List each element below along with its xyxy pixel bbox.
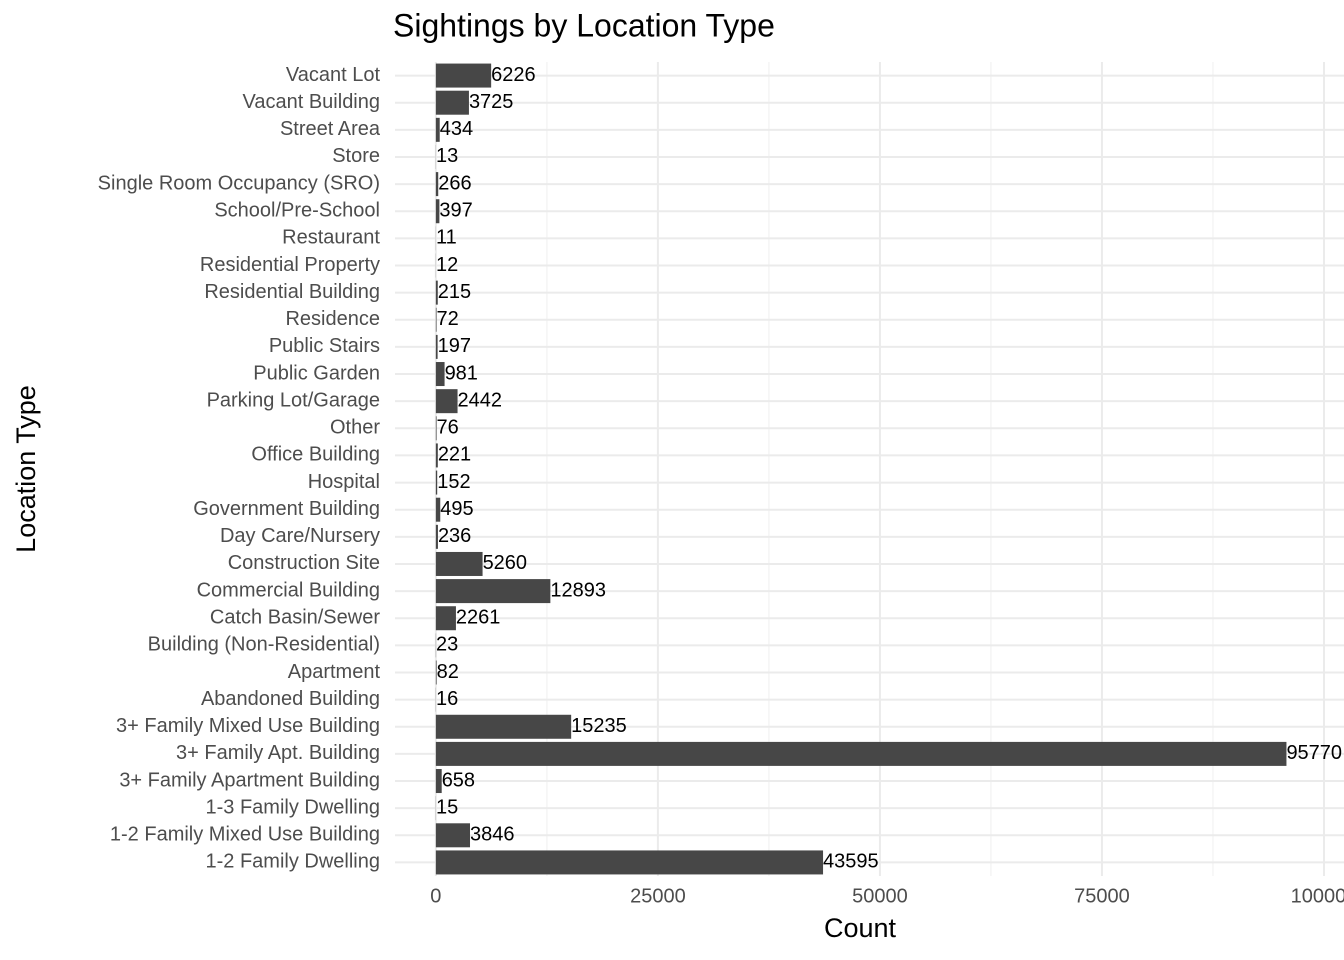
x-axis-title: Count [824,913,897,943]
bar [435,470,438,495]
bar [435,660,437,685]
bar [435,63,492,88]
y-tick-label: Commercial Building [197,579,380,601]
data-label: 434 [440,118,473,140]
data-label: 23 [436,634,458,656]
y-tick-label: Public Garden [253,362,380,384]
data-label: 152 [437,471,470,493]
bar [435,362,445,387]
data-label: 95770 [1286,742,1342,764]
data-label: 15235 [571,715,627,737]
data-label: 76 [437,417,459,439]
x-tick-label: 0 [430,885,441,907]
bar [435,90,469,115]
y-tick-label: 1-2 Family Mixed Use Building [110,824,380,846]
data-label: 658 [442,769,475,791]
data-label: 16 [436,688,458,710]
bar [435,389,458,414]
y-tick-label: Vacant Lot [286,64,381,86]
x-tick-label: 100000 [1291,885,1344,907]
bar [435,443,438,468]
y-tick-label: Hospital [308,471,380,493]
y-tick-label: Store [332,145,380,167]
y-tick-label: School/Pre-School [214,200,380,222]
data-label: 266 [438,172,471,194]
data-label: 82 [437,661,459,683]
y-tick-label: 1-3 Family Dwelling [206,796,381,818]
y-tick-label: Street Area [280,118,381,140]
data-label: 3725 [469,91,514,113]
data-label: 397 [439,200,472,222]
x-tick-label: 25000 [630,885,686,907]
y-tick-label: 3+ Family Apt. Building [176,742,380,764]
y-tick-label: Residence [285,308,380,330]
bar [435,769,442,794]
y-tick-label: Catch Basin/Sewer [210,607,380,629]
data-label: 215 [438,281,471,303]
data-label: 5260 [483,552,527,574]
bar [435,823,471,848]
data-label: 12893 [550,579,606,601]
y-tick-label: Office Building [251,444,380,466]
y-tick-label: Single Room Occupancy (SRO) [98,172,380,194]
bar [435,524,438,549]
data-label: 15 [436,796,458,818]
y-tick-label: Public Stairs [269,335,380,357]
data-label: 981 [445,362,478,384]
bar [435,606,456,631]
data-label: 13 [436,145,458,167]
bar [435,741,1287,766]
data-label: 221 [438,444,471,466]
y-tick-label: 1-2 Family Dwelling [206,851,381,873]
y-tick-label: Residential Property [200,254,380,276]
bar [435,579,551,604]
data-label: 3846 [470,824,514,846]
y-tick-label: Restaurant [282,227,380,249]
data-label: 11 [436,227,457,249]
y-tick-label: Residential Building [204,281,380,303]
y-tick-label: Building (Non-Residential) [148,634,380,656]
y-tick-label: Abandoned Building [201,688,380,710]
data-label: 495 [440,498,473,520]
y-tick-label: Apartment [288,661,381,683]
data-label: 197 [438,335,471,357]
bar [435,334,438,359]
bar [435,307,437,332]
data-label: 2261 [456,607,501,629]
data-label: 2442 [458,389,503,411]
data-label: 12 [436,254,458,276]
bar [435,280,438,305]
bar [435,497,441,522]
bar [435,850,824,875]
x-tick-label: 50000 [852,885,908,907]
y-tick-label: Day Care/Nursery [220,525,380,547]
bar [435,172,439,197]
data-label: 43595 [823,851,879,873]
data-label: 236 [438,525,471,547]
data-label: 6226 [491,64,536,86]
y-axis-title: Location Type [11,385,41,553]
y-tick-label: 3+ Family Mixed Use Building [116,715,380,737]
y-tick-label: Vacant Building [243,91,381,113]
bar [435,199,440,224]
y-tick-label: 3+ Family Apartment Building [119,769,380,791]
bar [435,117,440,142]
bar [435,714,572,739]
y-tick-label: Government Building [193,498,380,520]
chart-title: Sightings by Location Type [393,7,775,43]
y-tick-label: Other [330,417,380,439]
bar [435,416,437,441]
y-tick-label: Construction Site [228,552,380,574]
y-tick-label: Parking Lot/Garage [207,389,380,411]
bar [435,551,483,576]
data-label: 72 [436,308,458,330]
x-tick-label: 75000 [1074,885,1130,907]
